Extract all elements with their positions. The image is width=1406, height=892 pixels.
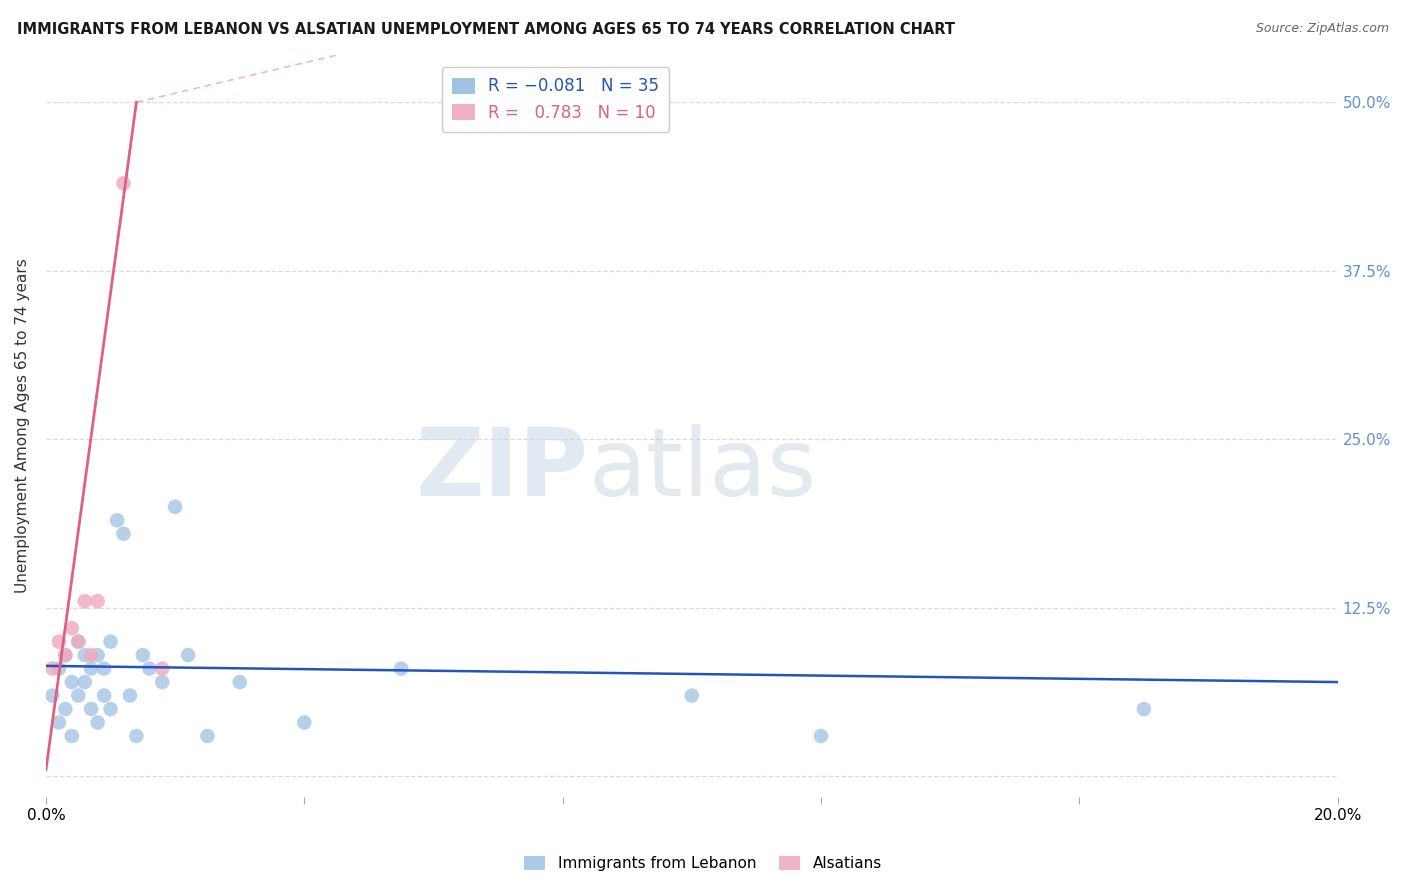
Point — [73, 594, 96, 608]
Point — [93, 662, 115, 676]
Point — [132, 648, 155, 662]
Point — [165, 500, 187, 514]
Point — [93, 689, 115, 703]
Point — [60, 729, 83, 743]
Text: atlas: atlas — [589, 425, 817, 516]
Point — [80, 662, 103, 676]
Point — [73, 648, 96, 662]
Point — [48, 634, 70, 648]
Text: ZIP: ZIP — [416, 425, 589, 516]
Point — [100, 702, 122, 716]
Point — [150, 662, 173, 676]
Point — [105, 513, 128, 527]
Point — [150, 675, 173, 690]
Point — [60, 621, 83, 635]
Point — [48, 662, 70, 676]
Point — [112, 526, 135, 541]
Point — [125, 729, 148, 743]
Point — [118, 689, 141, 703]
Point — [100, 634, 122, 648]
Point — [73, 675, 96, 690]
Point — [41, 662, 63, 676]
Point — [197, 729, 219, 743]
Point — [60, 675, 83, 690]
Point — [228, 675, 250, 690]
Point — [67, 634, 90, 648]
Point — [292, 715, 315, 730]
Point — [48, 715, 70, 730]
Point — [80, 702, 103, 716]
Point — [86, 594, 108, 608]
Legend: R = −0.081   N = 35, R =   0.783   N = 10: R = −0.081 N = 35, R = 0.783 N = 10 — [441, 67, 669, 131]
Point — [80, 648, 103, 662]
Point — [112, 176, 135, 190]
Point — [177, 648, 200, 662]
Point — [1133, 702, 1156, 716]
Point — [53, 702, 76, 716]
Point — [810, 729, 832, 743]
Point — [53, 648, 76, 662]
Point — [53, 648, 76, 662]
Text: Source: ZipAtlas.com: Source: ZipAtlas.com — [1256, 22, 1389, 36]
Legend: Immigrants from Lebanon, Alsatians: Immigrants from Lebanon, Alsatians — [517, 849, 889, 877]
Text: IMMIGRANTS FROM LEBANON VS ALSATIAN UNEMPLOYMENT AMONG AGES 65 TO 74 YEARS CORRE: IMMIGRANTS FROM LEBANON VS ALSATIAN UNEM… — [17, 22, 955, 37]
Y-axis label: Unemployment Among Ages 65 to 74 years: Unemployment Among Ages 65 to 74 years — [15, 259, 30, 593]
Point — [86, 648, 108, 662]
Point — [389, 662, 412, 676]
Point — [86, 715, 108, 730]
Point — [681, 689, 703, 703]
Point — [67, 689, 90, 703]
Point — [41, 689, 63, 703]
Point — [138, 662, 160, 676]
Point — [67, 634, 90, 648]
